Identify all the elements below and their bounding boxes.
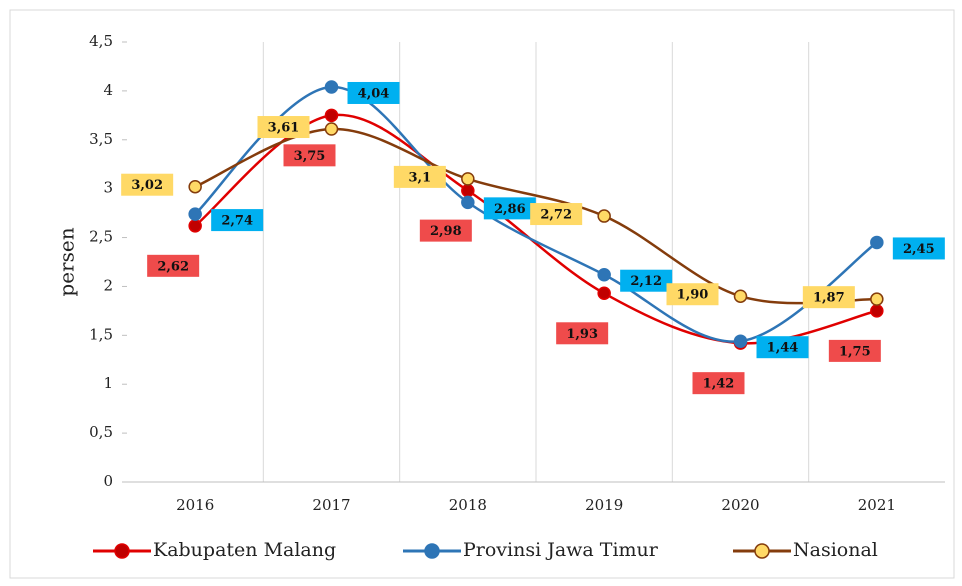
value-label: 1,93 <box>556 322 609 345</box>
y-tick-label: 1 <box>103 374 113 392</box>
x-tick-label: 2021 <box>858 496 896 514</box>
value-label: 2,72 <box>530 203 583 226</box>
legend-label: Kabupaten Malang <box>153 539 336 561</box>
value-label: 3,75 <box>283 144 336 167</box>
value-label-text: 1,93 <box>566 327 598 342</box>
y-tick-label: 4,5 <box>89 32 113 50</box>
y-tick-label: 0,5 <box>89 423 113 441</box>
value-label: 2,98 <box>419 219 472 242</box>
y-tick-label: 1,5 <box>89 325 113 343</box>
series-line <box>194 127 877 305</box>
value-label-bg <box>756 336 809 359</box>
value-label-bg <box>620 269 673 292</box>
point <box>597 209 611 223</box>
value-label-bg <box>393 165 446 188</box>
value-label: 2,86 <box>483 197 536 220</box>
point <box>188 207 202 221</box>
x-tick-label: 2020 <box>721 496 759 514</box>
value-label-text: 3,75 <box>294 149 326 164</box>
value-label: 2,45 <box>892 237 945 260</box>
point <box>324 108 339 123</box>
value-label-text: 2,98 <box>430 224 462 239</box>
y-tick-label: 0 <box>103 472 113 490</box>
value-label-bg <box>147 254 200 277</box>
value-label-bg <box>257 116 310 139</box>
point <box>461 183 475 198</box>
value-label-text: 2,86 <box>494 202 526 217</box>
value-label: 2,74 <box>211 209 264 232</box>
y-tick-label: 2,5 <box>89 228 113 246</box>
point <box>324 122 339 136</box>
value-label-bg <box>666 283 719 306</box>
legend-label: Provinsi Jawa Timur <box>463 539 659 561</box>
value-label-text: 1,75 <box>839 344 871 359</box>
value-label: 1,44 <box>756 336 809 359</box>
y-tick-label: 4 <box>103 81 113 99</box>
point <box>870 235 884 250</box>
value-label-bg <box>283 144 336 167</box>
x-tick-label: 2017 <box>312 496 350 514</box>
chart-border <box>9 9 955 579</box>
legend-marker <box>754 543 770 559</box>
y-tick-label: 3,5 <box>89 130 113 148</box>
x-tick-label: 2016 <box>176 496 214 514</box>
x-tick-label: 2018 <box>449 496 487 514</box>
legend-marker <box>114 543 130 559</box>
legend-label: Nasional <box>793 539 878 561</box>
value-label-bg <box>802 286 855 309</box>
value-label-text: 2,74 <box>221 214 253 229</box>
value-label-bg <box>483 197 536 220</box>
value-label-bg <box>892 237 945 260</box>
legend-marker <box>424 543 440 559</box>
value-label-text: 1,87 <box>813 291 845 306</box>
value-label: 2,62 <box>147 254 200 277</box>
point <box>324 80 339 94</box>
x-tick-label: 2019 <box>585 496 623 514</box>
point <box>870 292 884 306</box>
value-label-bg <box>692 372 745 395</box>
value-label-bg <box>211 209 264 232</box>
value-label: 3,1 <box>393 165 446 188</box>
value-label-text: 1,90 <box>677 288 709 303</box>
point <box>733 289 748 303</box>
value-label-bg <box>419 219 472 242</box>
y-axis-label: persen <box>55 227 79 296</box>
point <box>597 267 611 282</box>
value-label: 3,02 <box>121 173 174 196</box>
y-tick-label: 3 <box>103 179 113 197</box>
point <box>733 334 748 348</box>
y-tick-label: 2 <box>103 276 113 294</box>
value-label-bg <box>556 322 609 345</box>
value-label-text: 3,1 <box>409 170 432 185</box>
point <box>188 179 202 194</box>
value-label-text: 3,02 <box>131 178 163 193</box>
value-label-text: 1,44 <box>767 341 799 356</box>
point <box>188 219 202 233</box>
value-label: 1,42 <box>692 372 745 395</box>
value-label-bg <box>121 173 174 196</box>
value-label-text: 2,62 <box>157 259 189 274</box>
value-label: 1,75 <box>828 339 881 362</box>
point <box>597 286 611 301</box>
value-label-text: 1,42 <box>703 377 735 392</box>
point <box>870 304 884 318</box>
value-label-text: 4,04 <box>358 86 390 101</box>
point <box>461 195 475 210</box>
value-label-text: 2,72 <box>540 208 572 223</box>
point <box>461 172 475 186</box>
value-label-bg <box>530 203 583 226</box>
value-label-text: 3,61 <box>268 121 300 136</box>
value-label-text: 2,45 <box>903 242 935 257</box>
value-label: 3,61 <box>257 116 310 139</box>
value-label: 2,12 <box>620 269 673 292</box>
value-label-text: 2,12 <box>630 274 662 289</box>
value-label-bg <box>347 81 400 104</box>
value-label: 4,04 <box>347 81 400 104</box>
value-label: 1,90 <box>666 283 719 306</box>
value-label: 1,87 <box>802 286 855 309</box>
value-label-bg <box>828 339 881 362</box>
